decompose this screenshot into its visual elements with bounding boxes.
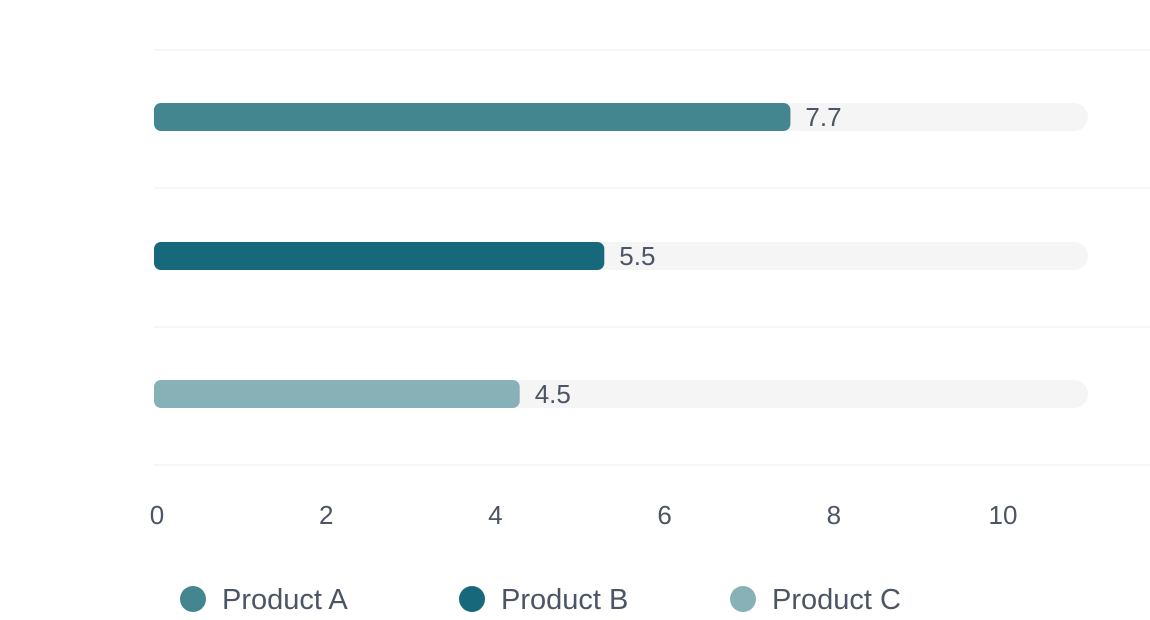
legend-swatch-product-c <box>730 586 756 612</box>
bar-product-a[interactable] <box>154 103 791 131</box>
legend-swatch-product-b <box>459 586 485 612</box>
x-tick-label-0: 0 <box>150 500 164 530</box>
x-tick-label-8: 8 <box>827 500 841 530</box>
value-label-product-a: 7.7 <box>805 102 841 132</box>
x-axis-ticks: 0 2 4 6 8 10 <box>150 500 1018 530</box>
value-label-product-c: 4.5 <box>535 379 571 409</box>
bars: 7.7 5.5 4.5 <box>154 102 1088 409</box>
legend-item-product-b[interactable]: Product B <box>459 584 628 616</box>
legend-label-product-a: Product A <box>222 584 348 616</box>
legend: Product A Product B Product C <box>180 584 901 616</box>
bar-product-b[interactable] <box>154 242 605 270</box>
x-tick-label-10: 10 <box>989 500 1018 530</box>
x-tick-label-4: 4 <box>488 500 502 530</box>
legend-item-product-a[interactable]: Product A <box>180 584 348 616</box>
x-tick-label-2: 2 <box>319 500 333 530</box>
legend-swatch-product-a <box>180 586 206 612</box>
bar-product-c[interactable] <box>154 380 520 408</box>
legend-item-product-c[interactable]: Product C <box>730 584 901 616</box>
legend-label-product-b: Product B <box>501 584 628 616</box>
value-label-product-b: 5.5 <box>619 241 655 271</box>
x-tick-label-6: 6 <box>657 500 671 530</box>
legend-label-product-c: Product C <box>772 584 901 616</box>
grid-lines <box>154 49 1150 466</box>
